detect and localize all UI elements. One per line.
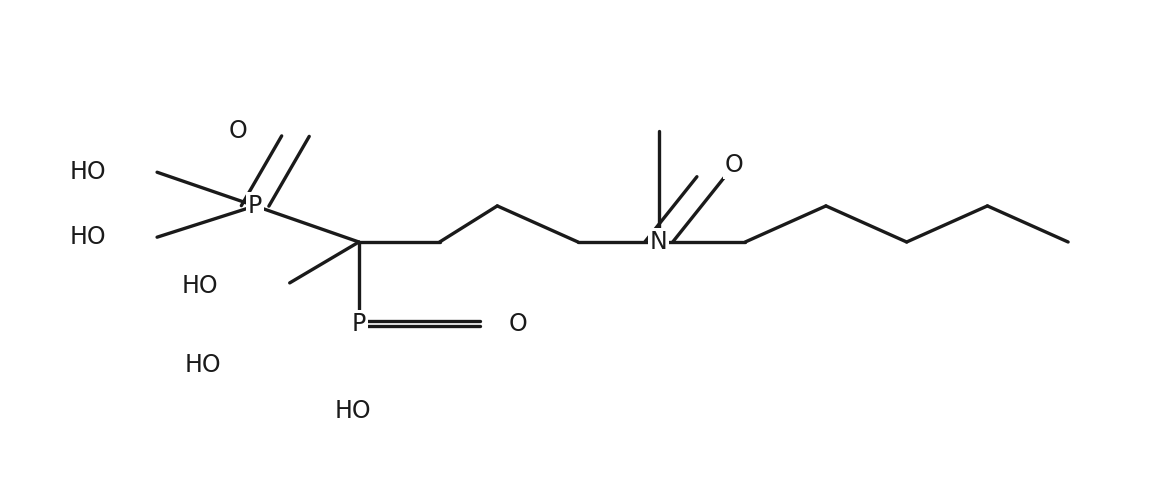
Text: HO: HO [69, 225, 106, 249]
Text: HO: HO [335, 399, 371, 424]
Text: O: O [725, 153, 743, 177]
Text: HO: HO [181, 274, 218, 298]
Text: O: O [229, 120, 247, 143]
Text: HO: HO [185, 353, 222, 377]
Text: O: O [509, 312, 527, 336]
Text: P: P [351, 312, 366, 336]
Text: HO: HO [69, 160, 106, 184]
Text: N: N [650, 230, 668, 254]
Text: P: P [249, 194, 262, 218]
